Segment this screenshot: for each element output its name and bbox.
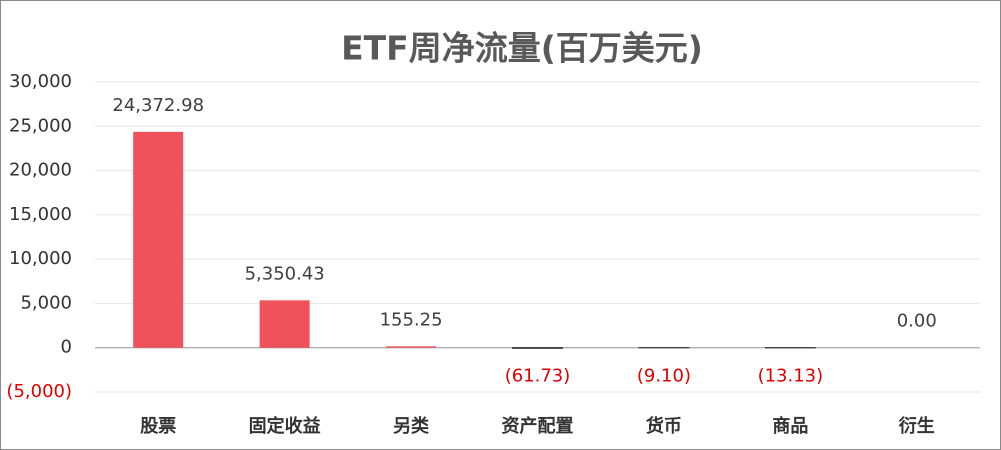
- value-label: (61.73): [505, 366, 571, 387]
- x-tick-label: 资产配置: [502, 415, 574, 437]
- x-tick-label: 商品: [772, 415, 808, 437]
- value-label: 24,372.98: [112, 95, 204, 116]
- y-tick-label: 30,000: [9, 71, 72, 92]
- value-label: 155.25: [380, 309, 443, 330]
- y-tick-label: 25,000: [9, 115, 72, 136]
- y-tick-label: 20,000: [9, 160, 72, 181]
- value-label: 5,350.43: [245, 263, 325, 284]
- bar: [133, 131, 184, 348]
- value-label: (13.13): [758, 366, 824, 387]
- value-label: 0.00: [897, 311, 937, 332]
- y-tick-label: 15,000: [9, 204, 72, 225]
- bar: [512, 347, 563, 349]
- y-tick-label: 0: [61, 337, 72, 358]
- bar: [386, 346, 437, 348]
- x-tick-label: 固定收益: [249, 415, 321, 437]
- bar: [259, 300, 310, 348]
- x-tick-label: 衍生: [899, 415, 935, 437]
- x-tick-label: 股票: [139, 416, 176, 437]
- x-tick-label: 货币: [646, 415, 682, 437]
- x-tick-label: 另类: [393, 415, 430, 437]
- chart-title: ETF周净流量(百万美元): [341, 29, 703, 68]
- value-label: (9.10): [637, 366, 691, 387]
- y-tick-label: (5,000): [6, 381, 72, 402]
- y-tick-label: 5,000: [20, 292, 72, 313]
- y-tick-label: 10,000: [9, 248, 72, 269]
